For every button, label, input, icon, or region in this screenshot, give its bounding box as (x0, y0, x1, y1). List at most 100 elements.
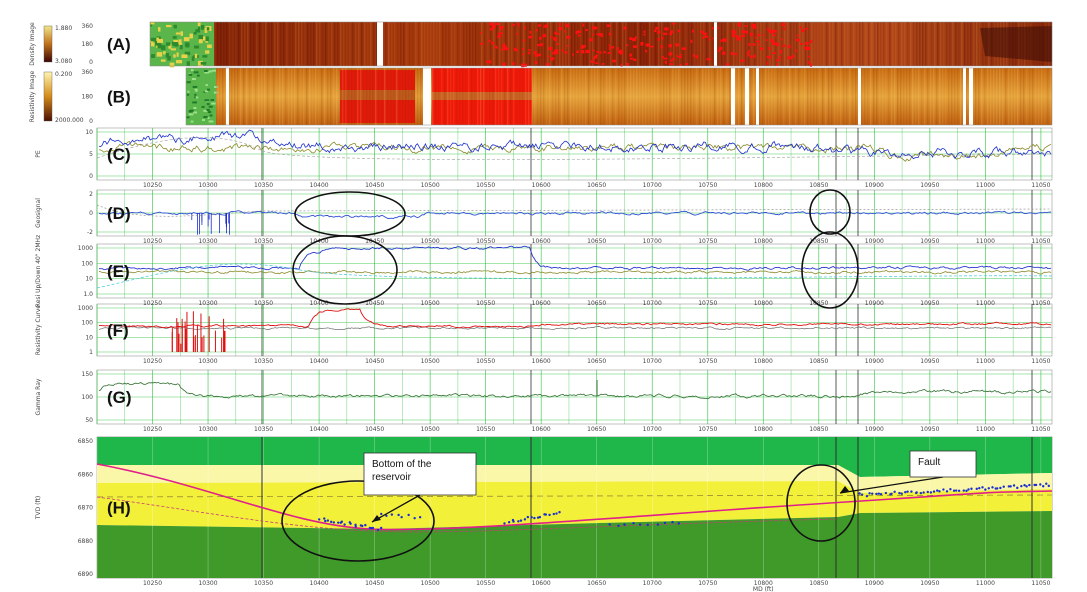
density-image-texture (943, 22, 945, 66)
density-image-red (551, 57, 555, 61)
resistivity-image-texture (369, 68, 371, 125)
resistivity-image-texture (789, 68, 791, 125)
density-image-texture (346, 22, 348, 66)
track-id-label: (D) (107, 204, 131, 223)
resistivity-image-texture (216, 68, 218, 125)
resistivity-image-texture (873, 68, 875, 125)
density-image-red (608, 32, 612, 36)
density-image-red (757, 33, 761, 37)
resistivity-image-speckle (212, 69, 216, 72)
density-image-texture (643, 22, 645, 66)
density-image-speckle (155, 41, 161, 46)
boundary-pick (929, 491, 933, 494)
resistivity-image-texture (270, 68, 272, 125)
y-tick-label: 2 (89, 191, 93, 198)
resistivity-image-texture (939, 68, 941, 125)
resistivity-image-speckle (186, 81, 191, 84)
density-image-speckle (186, 61, 190, 67)
x-tick-label: 10700 (643, 300, 662, 307)
density-image-red (657, 38, 660, 41)
resistivity-image-texture (750, 68, 752, 125)
density-image-red (582, 45, 586, 48)
boundary-pick (332, 521, 336, 524)
density-image-texture (268, 22, 270, 66)
x-tick-label: 10400 (310, 580, 329, 587)
resistivity-image-texture (870, 68, 872, 125)
y-tick-label: 6870 (78, 505, 93, 512)
density-image-texture (874, 22, 876, 66)
density-image-texture (427, 22, 429, 66)
boundary-pick (523, 518, 527, 521)
resistivity-image-texture (291, 68, 293, 125)
density-image-texture (616, 22, 618, 66)
density-image-red (718, 46, 723, 51)
density-image-texture (238, 22, 240, 66)
resistivity-image-texture (744, 68, 746, 125)
x-tick-label: 10550 (476, 238, 495, 245)
density-image-speckle (176, 52, 179, 57)
density-image-red (512, 23, 516, 26)
density-image-texture (910, 22, 912, 66)
boundary-pick (879, 493, 883, 496)
density-image-texture (871, 22, 873, 66)
resistivity-image-speckle (193, 111, 197, 114)
density-image-speckle (165, 24, 172, 28)
resistivity-image-texture (510, 68, 512, 125)
density-image-red (809, 40, 813, 43)
density-image-texture (421, 22, 423, 66)
boundary-pick (617, 524, 620, 527)
density-image-texture (973, 22, 975, 66)
density-image-texture (607, 22, 609, 66)
density-image-texture (895, 22, 897, 66)
density-image-texture (244, 22, 246, 66)
resistivity-image-texture (735, 68, 737, 125)
resistivity-image-texture (663, 68, 665, 125)
density-image-texture (727, 22, 729, 66)
density-image-texture (868, 22, 870, 66)
boundary-pick (530, 516, 533, 519)
density-image-red (725, 63, 729, 66)
density-image-red (616, 47, 619, 50)
resistivity-image-texture (435, 68, 437, 125)
density-image-speckle (176, 60, 183, 64)
density-image-red (768, 46, 771, 50)
density-image-texture (814, 22, 816, 66)
density-image-speckle (165, 42, 171, 46)
boundary-pick (1025, 485, 1028, 488)
density-image-red (669, 31, 672, 36)
resistivity-image-texture (915, 68, 917, 125)
density-image-red (563, 30, 566, 33)
density-image-red (512, 62, 515, 66)
boundary-pick (544, 513, 548, 516)
density-image-texture (835, 22, 837, 66)
resistivity-image-texture (321, 68, 323, 125)
density-image-red (680, 53, 682, 56)
density-image-red (677, 29, 681, 33)
model-layer-shale-upper (97, 437, 1052, 477)
density-image-texture (496, 22, 498, 66)
x-tick-label: 11000 (976, 182, 995, 189)
boundary-pick (380, 512, 383, 516)
resistivity-image-texture (1038, 68, 1040, 125)
resistivity-image-speckle (186, 116, 190, 119)
resistivity-image-texture (945, 68, 947, 125)
resistivity-image-texture (687, 68, 689, 125)
density-image-red (534, 61, 538, 64)
boundary-pick (991, 486, 994, 489)
density-image-red (721, 51, 726, 55)
density-image-texture (826, 22, 828, 66)
resistivity-image-texture (456, 68, 458, 125)
track-ylabel: TVD (ft) (35, 496, 42, 520)
track-id-label: (H) (107, 499, 131, 518)
density-image-red (692, 29, 694, 33)
resistivity-image-texture (1035, 68, 1037, 125)
resistivity-image-texture (324, 68, 326, 125)
x-tick-label: 10500 (421, 580, 440, 587)
density-image-red (555, 32, 560, 35)
density-image-red (804, 27, 809, 30)
resistivity-image-texture (564, 68, 566, 125)
boundary-pick (970, 487, 973, 490)
density-image-red (722, 39, 727, 41)
boundary-pick (954, 489, 958, 492)
density-image-texture (220, 22, 222, 66)
